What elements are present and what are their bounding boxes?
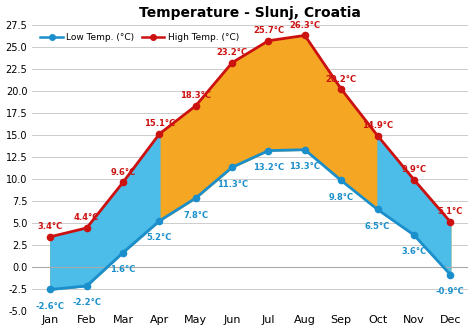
Low Temp. (°C) bbox=[447, 272, 453, 276]
High Temp. (°C) bbox=[265, 39, 271, 43]
High Temp. (°C) bbox=[338, 87, 344, 91]
Text: 13.2°C: 13.2°C bbox=[253, 163, 284, 172]
Low Temp. (°C) bbox=[193, 196, 199, 200]
Line: High Temp. (°C): High Temp. (°C) bbox=[47, 32, 454, 240]
Text: -2.6°C: -2.6°C bbox=[36, 302, 65, 311]
Text: 1.6°C: 1.6°C bbox=[110, 265, 136, 274]
Low Temp. (°C) bbox=[120, 251, 126, 255]
High Temp. (°C) bbox=[84, 226, 90, 230]
High Temp. (°C) bbox=[120, 180, 126, 184]
Text: 5.1°C: 5.1°C bbox=[438, 207, 463, 216]
Text: 15.1°C: 15.1°C bbox=[144, 119, 175, 128]
Text: 3.6°C: 3.6°C bbox=[401, 248, 427, 257]
Low Temp. (°C) bbox=[156, 219, 162, 223]
High Temp. (°C) bbox=[229, 61, 235, 65]
High Temp. (°C) bbox=[193, 104, 199, 108]
Text: -2.2°C: -2.2°C bbox=[72, 299, 101, 307]
Text: 9.8°C: 9.8°C bbox=[328, 193, 354, 202]
Text: 11.3°C: 11.3°C bbox=[217, 180, 248, 189]
Low Temp. (°C) bbox=[375, 208, 381, 212]
Text: -0.9°C: -0.9°C bbox=[436, 287, 465, 296]
Text: 4.4°C: 4.4°C bbox=[74, 213, 100, 222]
Text: 25.7°C: 25.7°C bbox=[253, 26, 284, 35]
High Temp. (°C) bbox=[447, 220, 453, 224]
High Temp. (°C) bbox=[375, 134, 381, 138]
Text: 18.3°C: 18.3°C bbox=[180, 91, 211, 100]
Text: 3.4°C: 3.4°C bbox=[38, 222, 63, 231]
Text: 20.2°C: 20.2°C bbox=[326, 74, 357, 83]
Legend: Low Temp. (°C), High Temp. (°C): Low Temp. (°C), High Temp. (°C) bbox=[36, 29, 243, 46]
Low Temp. (°C) bbox=[47, 288, 53, 292]
Text: 9.9°C: 9.9°C bbox=[401, 165, 427, 174]
High Temp. (°C) bbox=[156, 132, 162, 136]
Low Temp. (°C) bbox=[229, 165, 235, 169]
Text: 26.3°C: 26.3°C bbox=[289, 21, 320, 30]
Text: 7.8°C: 7.8°C bbox=[183, 211, 209, 219]
Text: 14.9°C: 14.9°C bbox=[362, 121, 393, 130]
High Temp. (°C) bbox=[47, 235, 53, 239]
Text: 23.2°C: 23.2°C bbox=[217, 48, 248, 57]
Title: Temperature - Slunj, Croatia: Temperature - Slunj, Croatia bbox=[139, 6, 361, 20]
Low Temp. (°C) bbox=[338, 178, 344, 182]
Low Temp. (°C) bbox=[265, 149, 271, 153]
Text: 9.6°C: 9.6°C bbox=[110, 168, 136, 177]
Low Temp. (°C) bbox=[411, 233, 417, 237]
Text: 13.3°C: 13.3°C bbox=[289, 162, 320, 171]
Text: 6.5°C: 6.5°C bbox=[365, 222, 390, 231]
High Temp. (°C) bbox=[302, 33, 308, 37]
Low Temp. (°C) bbox=[302, 148, 308, 152]
Text: 5.2°C: 5.2°C bbox=[147, 233, 172, 242]
Line: Low Temp. (°C): Low Temp. (°C) bbox=[47, 147, 454, 293]
Low Temp. (°C) bbox=[84, 284, 90, 288]
High Temp. (°C) bbox=[411, 178, 417, 182]
